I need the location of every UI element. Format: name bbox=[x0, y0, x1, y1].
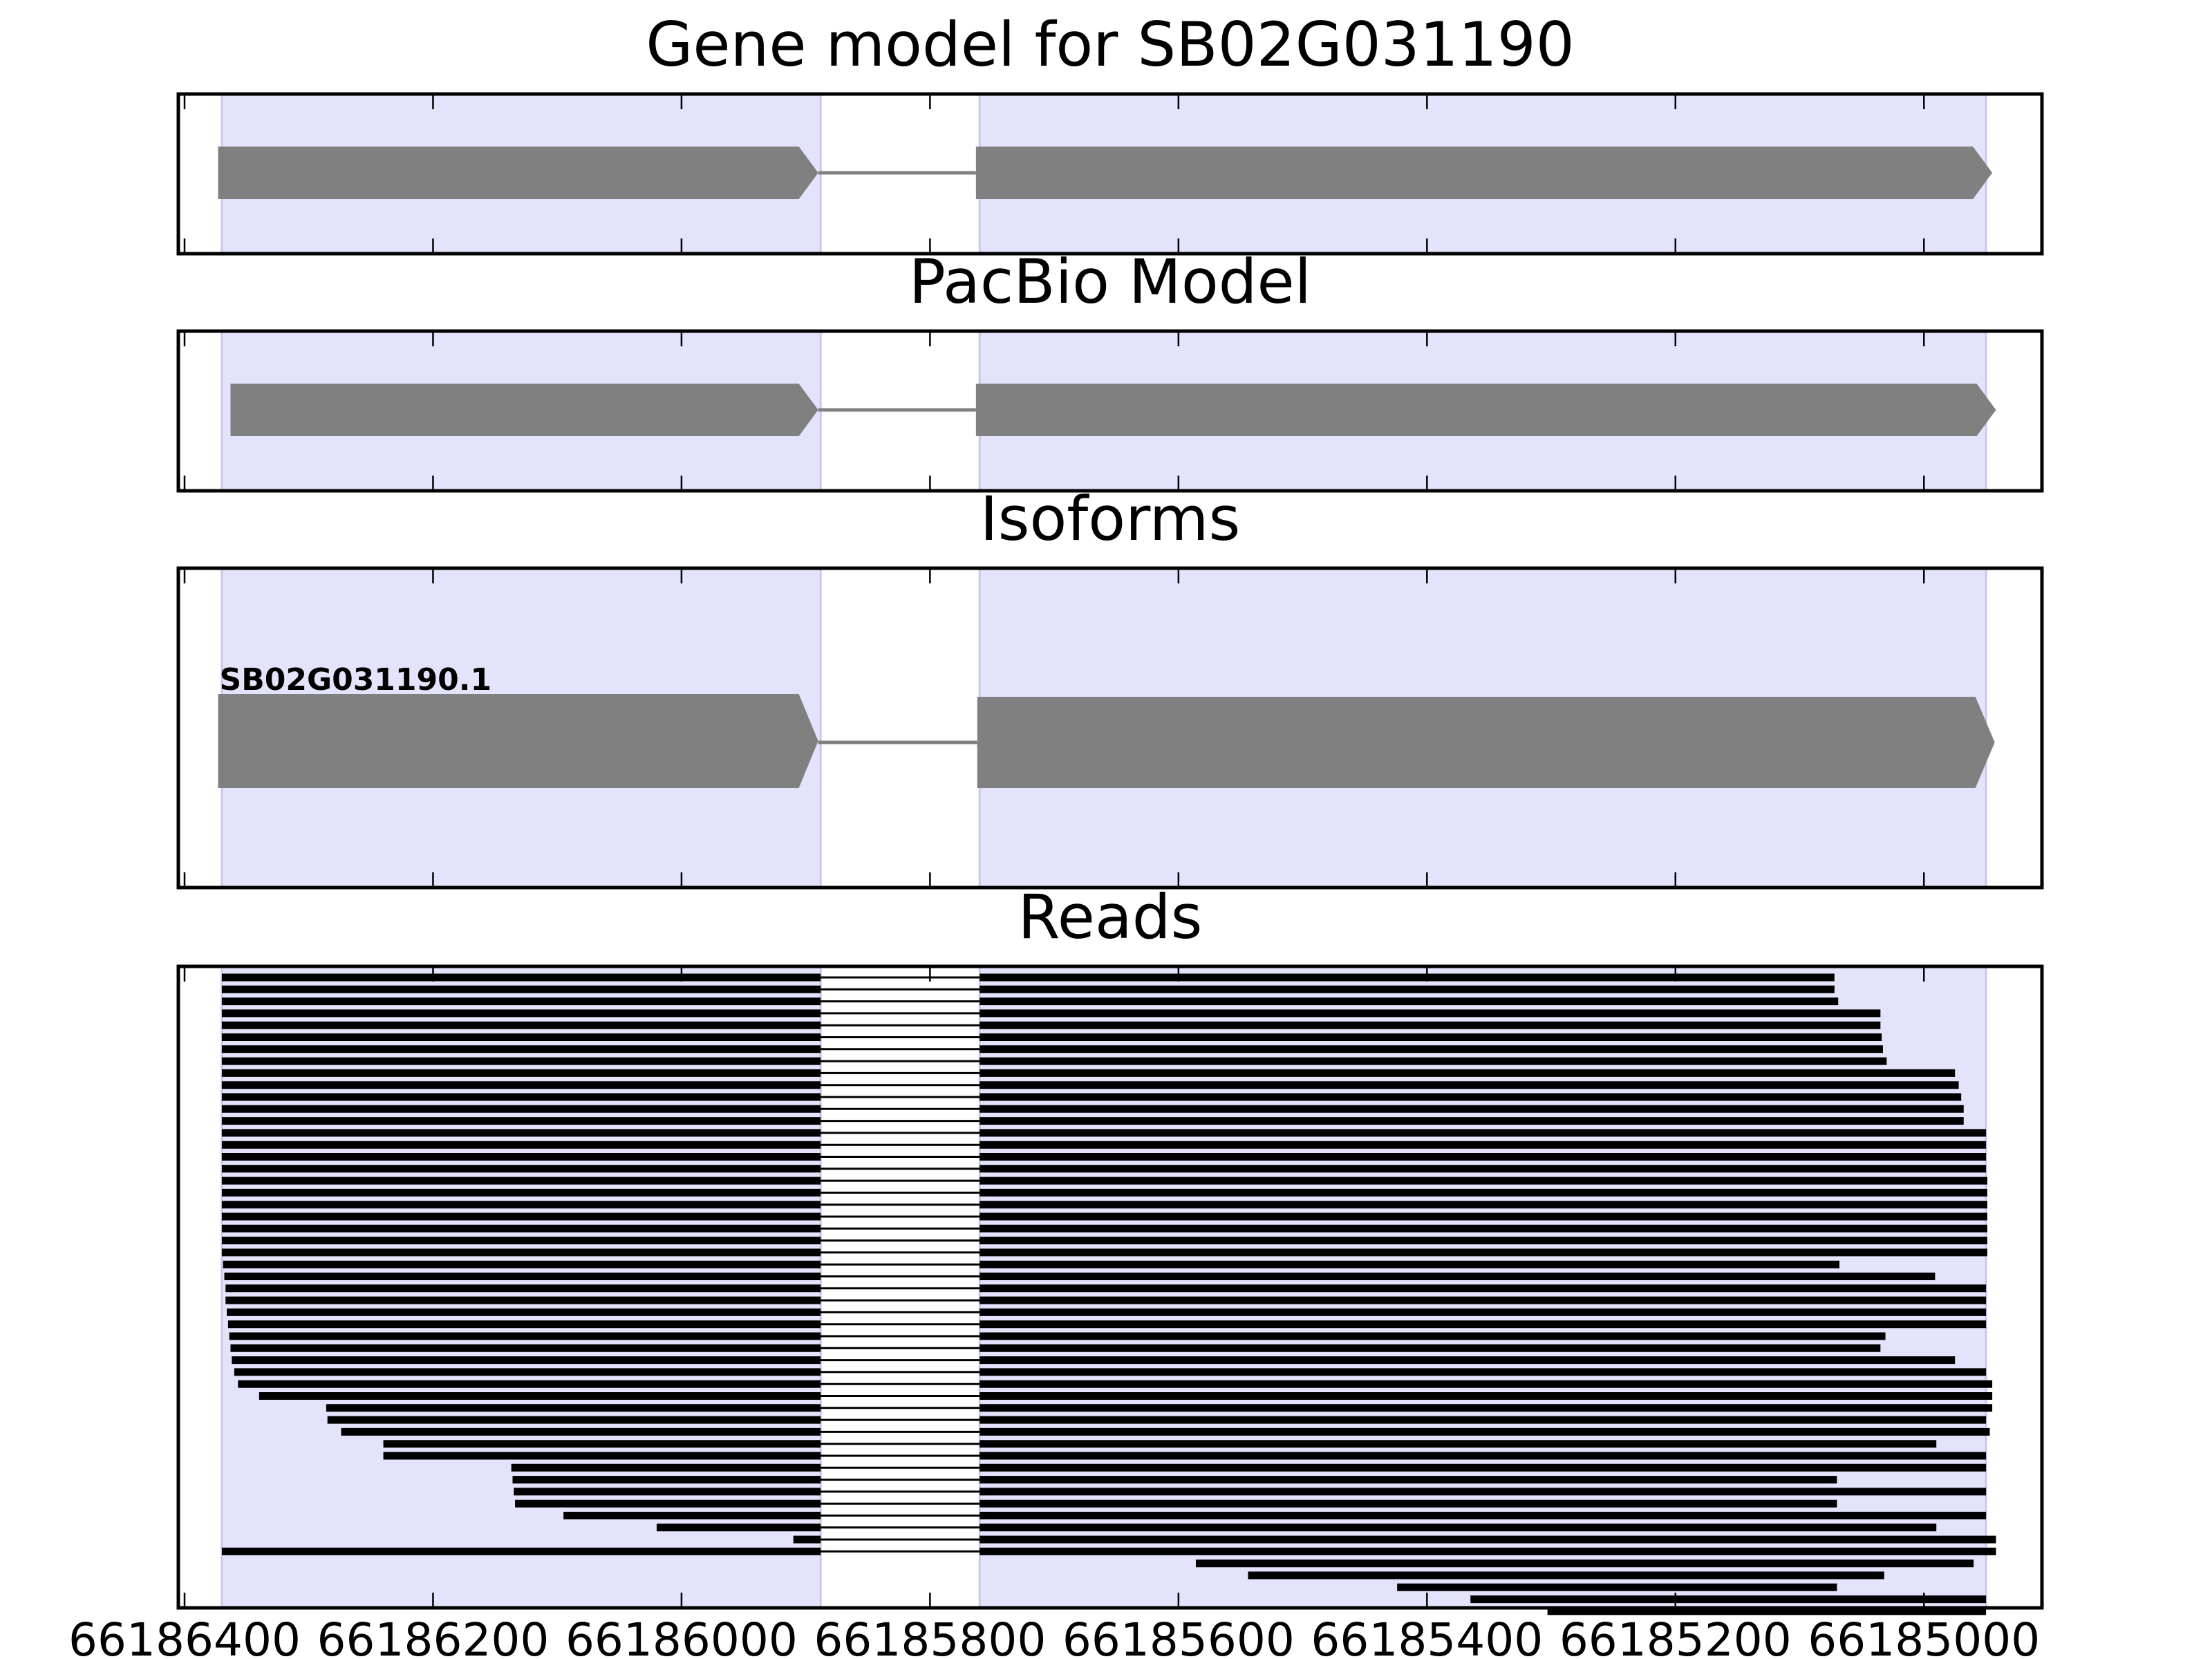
x-tick-label: 66185000 bbox=[1808, 1613, 2040, 1659]
x-tick-label: 66185800 bbox=[814, 1613, 1046, 1659]
x-tick-label: 66185600 bbox=[1062, 1613, 1295, 1659]
panel-2: PacBio Model bbox=[176, 246, 2044, 493]
panel-frame bbox=[176, 566, 2044, 890]
x-tick-label: 66186200 bbox=[317, 1613, 549, 1659]
panel-title: PacBio Model bbox=[909, 246, 1311, 317]
x-tick-label: 66185400 bbox=[1311, 1613, 1543, 1659]
x-tick-label: 66185200 bbox=[1559, 1613, 1792, 1659]
panels-layer: Gene model for SB02G031190 PacBio Model Is… bbox=[176, 9, 2044, 1615]
panel-frame bbox=[176, 964, 2044, 1610]
x-tick-label: 66186000 bbox=[565, 1613, 798, 1659]
exon-2 bbox=[975, 384, 1996, 436]
exon-2 bbox=[975, 147, 1993, 199]
x-tick-label: 66186400 bbox=[68, 1613, 301, 1659]
panel-4: Reads bbox=[176, 881, 2044, 1615]
x-axis-tick-labels: 66186400 66186200 66186000 66185800 66185600… bbox=[68, 1613, 2040, 1659]
isoform-exon-1 bbox=[218, 694, 818, 788]
isoform-exon-2 bbox=[977, 697, 1995, 788]
panel-1: Gene model for SB02G031190 bbox=[176, 9, 2044, 256]
panel-frame bbox=[176, 329, 2044, 493]
panel-frame bbox=[176, 92, 2044, 256]
panel-title: Gene model for SB02G031190 bbox=[646, 9, 1575, 80]
exon-1 bbox=[218, 147, 818, 199]
isoform-label: SB02G031190.1 bbox=[220, 662, 492, 697]
panel-title: Reads bbox=[1018, 881, 1203, 953]
panel-title: Isoforms bbox=[980, 483, 1241, 554]
exon-1 bbox=[230, 384, 818, 436]
panel-3: Isoforms SB02G031190.1 bbox=[176, 483, 2044, 890]
